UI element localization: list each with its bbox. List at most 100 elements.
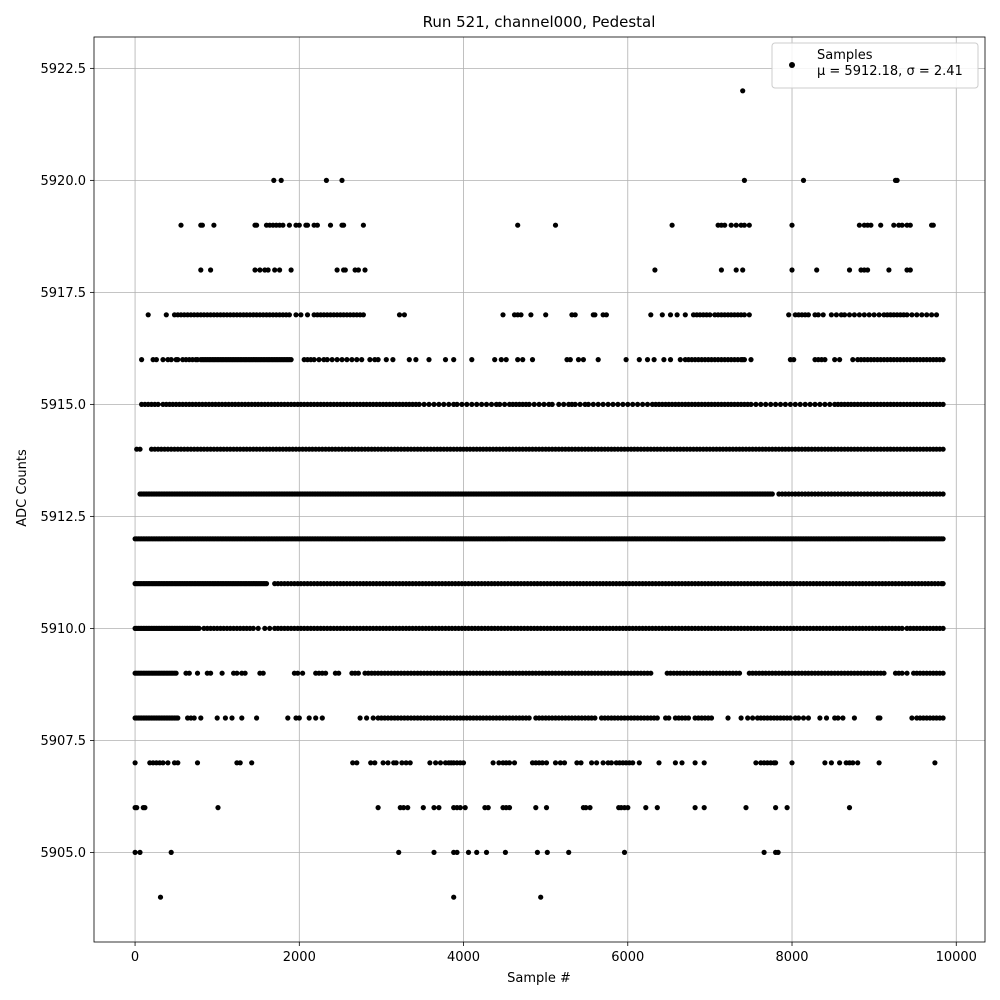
data-point (407, 760, 413, 766)
data-point (792, 401, 798, 407)
data-point (837, 760, 843, 766)
data-point (175, 760, 181, 766)
data-point (436, 401, 442, 407)
data-point (296, 222, 302, 228)
data-point (265, 267, 271, 273)
legend: Samples μ = 5912.18, σ = 2.41 (771, 42, 979, 89)
data-point (652, 267, 658, 273)
data-point (805, 312, 812, 318)
data-point (433, 760, 439, 766)
data-point (940, 446, 946, 452)
data-point (904, 312, 910, 318)
data-point (421, 401, 427, 407)
data-point (800, 177, 807, 183)
data-point (692, 805, 698, 811)
data-point (828, 760, 835, 766)
data-point (222, 715, 228, 721)
data-point (327, 222, 334, 228)
y-tick-label: 5917.5 (41, 286, 87, 301)
data-point (442, 357, 449, 363)
data-point (741, 222, 748, 228)
data-point (186, 670, 192, 676)
data-point (797, 401, 803, 407)
data-point (446, 401, 452, 407)
data-point (929, 312, 935, 318)
data-point (822, 357, 828, 363)
data-point (295, 670, 301, 676)
data-point (544, 849, 550, 856)
y-tick-label: 5910.0 (41, 622, 87, 637)
data-point (701, 760, 707, 766)
data-point (334, 267, 340, 273)
data-point (590, 401, 596, 407)
data-point (651, 357, 657, 363)
data-point (267, 625, 273, 632)
data-point (807, 401, 813, 407)
data-point (454, 849, 460, 856)
data-point (215, 805, 221, 811)
data-point (539, 760, 546, 766)
data-point (636, 760, 642, 766)
data-point (865, 267, 871, 273)
data-point (474, 849, 480, 856)
data-point (271, 177, 277, 183)
data-point (132, 760, 138, 766)
data-point (543, 312, 549, 318)
x-axis-label: Sample # (507, 971, 571, 986)
data-point (362, 267, 368, 273)
data-point (360, 312, 366, 318)
x-axis: 0 2000 4000 6000 8000 10000 (131, 942, 977, 965)
data-point (733, 267, 739, 273)
data-point (529, 357, 536, 363)
data-point (431, 401, 437, 407)
data-point (375, 357, 381, 363)
data-point (459, 401, 465, 407)
data-point (541, 401, 547, 407)
data-point (574, 760, 580, 766)
data-point (139, 357, 145, 363)
data-point (648, 312, 654, 318)
data-point (572, 401, 578, 407)
data-point (441, 401, 447, 407)
data-point (625, 401, 631, 407)
data-point (286, 222, 292, 228)
data-point (457, 805, 463, 811)
x-tick-label: 6000 (611, 950, 644, 965)
data-point (304, 312, 311, 318)
data-point (173, 670, 179, 676)
y-tick-label: 5915.0 (41, 398, 87, 413)
data-point (674, 312, 680, 318)
data-point (707, 312, 713, 318)
data-point (828, 312, 835, 318)
data-point (835, 715, 841, 721)
data-point (460, 760, 467, 766)
data-point (822, 760, 828, 766)
data-point (659, 312, 665, 318)
data-point (868, 222, 874, 228)
data-point (254, 222, 260, 228)
data-point (549, 401, 555, 407)
data-point (861, 312, 867, 318)
data-point (585, 401, 592, 407)
data-point (543, 760, 550, 766)
data-point (856, 222, 863, 228)
data-point (789, 760, 795, 766)
data-point (753, 401, 759, 407)
data-point (940, 491, 946, 497)
data-point (451, 894, 457, 900)
data-point (866, 312, 872, 318)
x-tick-label: 10000 (936, 950, 977, 965)
data-point (718, 267, 725, 273)
data-point (380, 760, 386, 766)
data-point (786, 312, 792, 318)
data-point (319, 715, 325, 721)
data-point (940, 715, 946, 721)
data-point (479, 401, 485, 407)
data-point (768, 401, 774, 407)
data-point (878, 222, 884, 228)
data-point (360, 222, 366, 228)
data-point (577, 401, 583, 407)
data-point (355, 267, 361, 273)
data-point (621, 849, 628, 856)
